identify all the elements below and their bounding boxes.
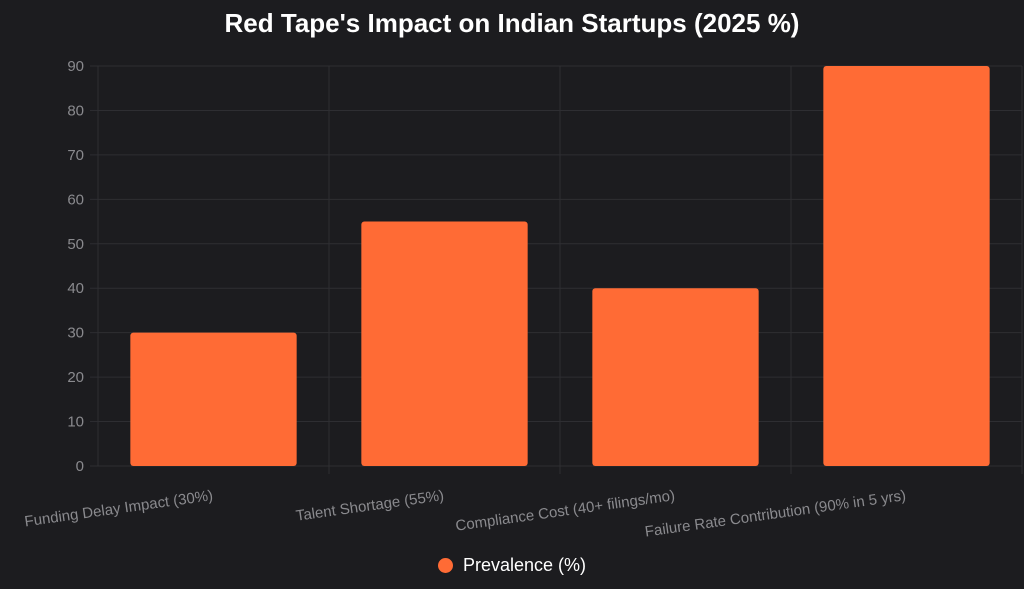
bars: [130, 66, 990, 466]
y-tick-label-70: 70: [67, 147, 84, 164]
y-tick-label-0: 0: [76, 458, 84, 475]
y-tick-label-50: 50: [67, 236, 84, 253]
y-tick-label-20: 20: [67, 369, 84, 386]
x-tick-label-3: Compliance Cost (40+ filings/mo): [455, 487, 677, 535]
x-tick-label-4: Failure Rate Contribution (90% in 5 yrs): [644, 487, 907, 541]
y-tick-label-10: 10: [67, 414, 84, 431]
y-tick-label-30: 30: [67, 325, 84, 342]
legend-swatch: [437, 558, 453, 573]
bar-4: [823, 66, 990, 466]
y-axis-ticks: 0 10 20 30 40 50 60 70 80 90: [67, 58, 98, 475]
chart-title: Red Tape's Impact on Indian Startups (20…: [224, 8, 800, 38]
y-tick-label-80: 80: [67, 102, 84, 119]
y-tick-label-60: 60: [67, 191, 84, 208]
x-tick-label-2: Talent Shortage (55%): [295, 487, 445, 525]
legend-label: Prevalence (%): [462, 555, 587, 575]
x-axis-labels: Funding Delay Impact (30%) Talent Shortag…: [23, 487, 907, 541]
legend[interactable]: Prevalence (%): [0, 552, 1024, 578]
x-tick-label-1: Funding Delay Impact (30%): [23, 487, 214, 530]
bar-1: [130, 332, 297, 466]
bar-2: [361, 221, 528, 466]
y-tick-label-90: 90: [67, 58, 84, 75]
y-tick-label-40: 40: [67, 280, 84, 297]
bar-3: [592, 288, 759, 466]
